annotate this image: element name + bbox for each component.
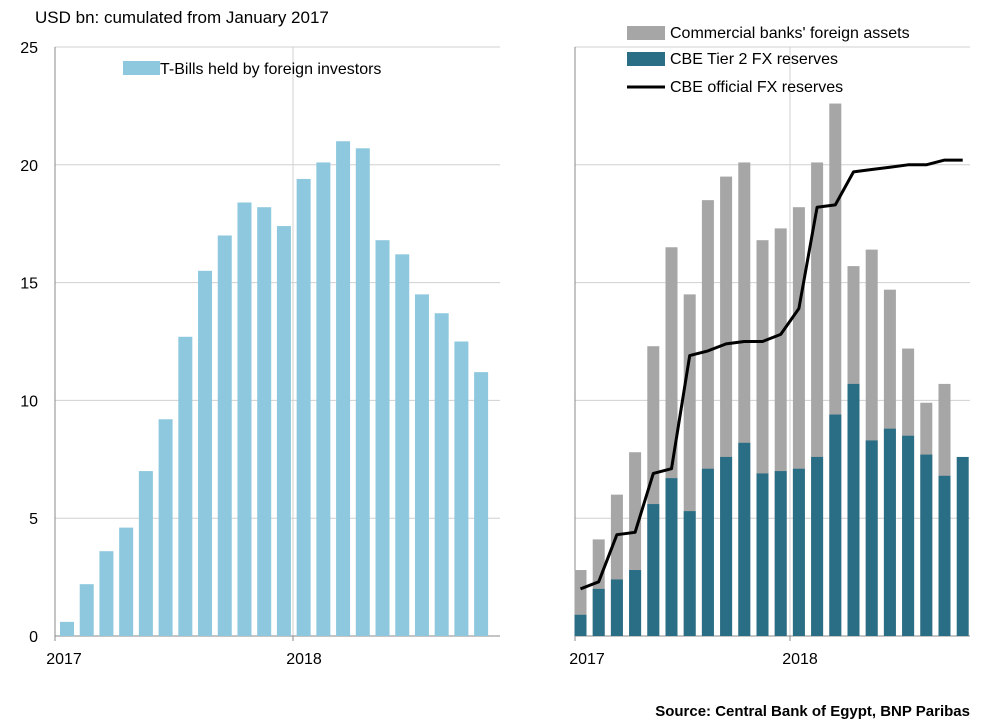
y-tick-label: 5 <box>29 511 38 528</box>
bar-cbe-tier2 <box>574 614 587 636</box>
bar-tbills <box>99 551 114 636</box>
bar-tbills <box>454 341 469 636</box>
x-tick-label: 2018 <box>286 651 322 668</box>
bar-cbe-tier2 <box>683 511 696 636</box>
bar-cbe-tier2 <box>756 473 769 636</box>
bar-tbills <box>60 621 74 636</box>
bar-cbe-tier2 <box>865 440 878 636</box>
bar-cbe-tier2 <box>883 428 896 636</box>
bar-tbills <box>375 240 390 636</box>
y-tick-label: 15 <box>20 276 38 293</box>
bar-cbe-tier2 <box>665 478 678 636</box>
bar-cbe-tier2 <box>610 579 623 636</box>
bar-tbills <box>414 294 429 636</box>
bar-tbills <box>119 527 134 636</box>
line-cbe-official-reserves <box>579 158 963 591</box>
y-axis-unit-label: USD bn: cumulated from January 2017 <box>35 8 329 27</box>
bar-cbe-tier2 <box>647 504 660 636</box>
bar-cbe-tier2 <box>920 454 933 636</box>
legend-label-tbills: T-Bills held by foreign investors <box>160 61 381 78</box>
legend: Commercial banks' foreign assets CBE Tier… <box>627 25 910 96</box>
bar-cbe-tier2 <box>811 456 824 636</box>
left-panel: 0 5 10 15 20 25 2017 2018 T-Bills held by foreig… <box>20 40 500 668</box>
bar-cbe-tier2 <box>720 456 733 636</box>
bar-cbe-tier2 <box>938 475 951 636</box>
bar-tbills <box>237 202 252 636</box>
bar-cbe-tier2 <box>847 383 860 636</box>
bar-tbills <box>296 178 311 636</box>
bar-cbe-tier2 <box>829 414 842 636</box>
y-tick-label: 20 <box>20 158 38 175</box>
x-tick-label: 2018 <box>782 651 818 668</box>
bar-tbills <box>474 372 489 636</box>
y-tick-label: 10 <box>20 393 38 410</box>
bar-tbills <box>217 235 232 637</box>
bar-cbe-tier2 <box>956 456 969 636</box>
bar-cbe-tier2 <box>701 468 714 636</box>
source-note: Source: Central Bank of Egypt, BNP Parib… <box>655 703 970 720</box>
y-tick-label: 25 <box>20 40 38 57</box>
bar-cbe-tier2 <box>792 468 805 636</box>
legend-swatch-commercial <box>627 26 665 40</box>
bar-tbills <box>79 584 94 636</box>
x-tick-label: 2017 <box>46 651 82 668</box>
bar-tbills <box>138 471 153 636</box>
bar-tbills <box>178 336 193 636</box>
right-panel: 2017 2018 Commercial banks' foreign assets… <box>569 25 970 668</box>
bar-cbe-tier2 <box>902 435 915 636</box>
bar-tbills <box>355 148 370 637</box>
bar-cbe-tier2 <box>774 471 787 636</box>
legend-label-tier2: CBE Tier 2 FX reserves <box>670 51 838 68</box>
y-tick-label: 0 <box>29 629 38 646</box>
bar-tbills <box>257 207 272 636</box>
bar-tbills <box>336 141 351 637</box>
bar-tbills <box>395 254 410 636</box>
bar-cbe-tier2 <box>592 588 605 636</box>
x-tick-label: 2017 <box>569 651 605 668</box>
bar-cbe-tier2 <box>738 442 751 636</box>
legend-swatch-tier2 <box>627 52 665 66</box>
bar-tbills <box>276 226 291 636</box>
legend-label-commercial: Commercial banks' foreign assets <box>670 25 910 42</box>
bar-cbe-tier2 <box>629 570 642 636</box>
bar-tbills <box>158 419 173 636</box>
legend: T-Bills held by foreign investors <box>123 61 381 78</box>
bar-tbills <box>316 162 331 636</box>
bar-tbills <box>198 270 213 636</box>
bar-tbills <box>434 313 449 636</box>
legend-swatch-tbills <box>123 61 160 75</box>
legend-label-official: CBE official FX reserves <box>670 79 843 96</box>
